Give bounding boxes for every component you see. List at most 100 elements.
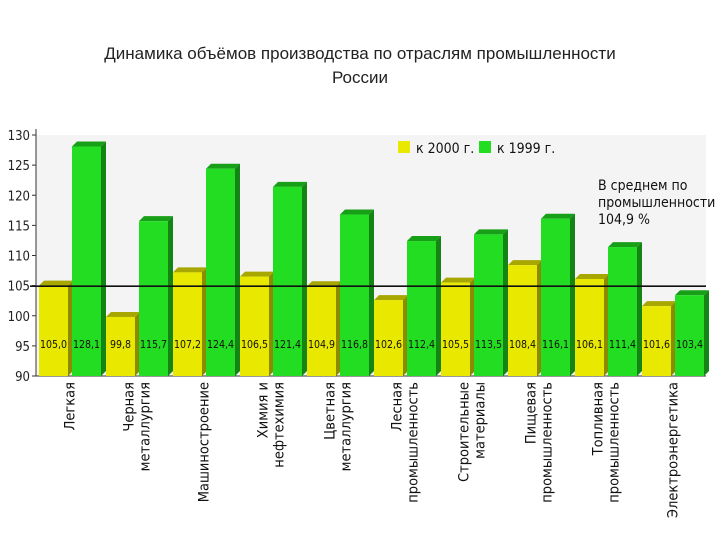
bar <box>508 265 537 376</box>
x-tick-label: Строительные <box>457 382 473 482</box>
data-label: 102,6 <box>375 339 402 351</box>
bar <box>642 306 671 376</box>
bar-side <box>570 213 575 376</box>
x-tick-label: Цветная <box>323 382 339 440</box>
bar-side <box>135 311 140 376</box>
bar-side <box>470 277 475 376</box>
data-label: 106,5 <box>241 339 268 351</box>
bar-side <box>68 280 73 376</box>
x-tick-label: Машиностроение <box>197 382 213 502</box>
x-tick-label: материалы <box>473 382 489 459</box>
bar <box>575 278 604 376</box>
bar-side <box>671 301 676 376</box>
data-label: 115,7 <box>140 339 167 351</box>
data-label: 99,8 <box>110 339 131 351</box>
bar <box>608 247 637 376</box>
x-tick-label: нефтехимия <box>272 382 288 468</box>
x-tick-label: Пищевая <box>524 382 540 444</box>
bar-top <box>340 209 374 215</box>
data-label: 106,1 <box>576 339 603 351</box>
bar <box>474 234 503 376</box>
bar-side <box>235 163 240 376</box>
y-tick-label: 115 <box>8 219 30 234</box>
bar-top <box>240 271 274 277</box>
bar-top <box>575 273 609 279</box>
x-tick-label: Лесная <box>390 382 406 431</box>
bar-top <box>273 181 307 187</box>
legend-label: к 1999 г. <box>497 141 555 157</box>
data-label: 113,5 <box>475 339 502 351</box>
y-tick-label: 105 <box>8 280 30 295</box>
legend-swatch <box>479 141 491 153</box>
bar <box>374 300 403 376</box>
bar-top <box>474 229 508 235</box>
data-label: 108,4 <box>509 339 536 351</box>
bar <box>139 221 168 376</box>
x-tick-label: металлургия <box>339 382 355 471</box>
data-label: 124,4 <box>207 339 234 351</box>
bar <box>407 241 436 376</box>
bar-top <box>675 290 709 296</box>
bar-top <box>72 141 106 147</box>
average-annotation: В среднем по <box>598 178 688 194</box>
chart-title: Динамика объёмов производства по отрасля… <box>0 42 720 90</box>
bar-top <box>508 260 542 266</box>
x-tick-label: промышленность <box>406 382 422 503</box>
bar-side <box>336 281 341 376</box>
bar <box>340 214 369 376</box>
bar-side <box>101 141 106 376</box>
bar <box>206 168 235 376</box>
bar-side <box>436 236 441 376</box>
bar-top <box>541 213 575 219</box>
data-label: 107,2 <box>174 339 201 351</box>
y-tick-label: 130 <box>8 129 30 144</box>
bar-top <box>307 281 341 287</box>
y-tick-label: 110 <box>8 250 30 265</box>
bar <box>441 282 470 376</box>
bar-side <box>704 290 709 376</box>
x-tick-label: Легкая <box>63 382 79 430</box>
bar <box>173 272 202 376</box>
bar-top <box>441 277 475 283</box>
legend-swatch <box>398 141 410 153</box>
data-label: 105,5 <box>442 339 469 351</box>
bar <box>273 186 302 376</box>
bar <box>541 218 570 376</box>
bar-top <box>139 216 173 222</box>
x-tick-label: Химия и <box>256 382 272 438</box>
average-annotation: 104,9 % <box>598 212 650 228</box>
data-label: 112,4 <box>408 339 435 351</box>
bar <box>106 316 135 376</box>
bar-side <box>202 267 207 376</box>
data-label: 128,1 <box>73 339 100 351</box>
y-tick-label: 100 <box>8 310 30 325</box>
y-tick-label: 90 <box>15 370 30 385</box>
bar-top <box>106 311 140 317</box>
y-tick-label: 95 <box>15 340 30 355</box>
bar-side <box>637 242 642 376</box>
bar <box>39 285 68 376</box>
chart-title-line-1: Динамика объёмов производства по отрасля… <box>104 44 616 63</box>
bar-side <box>604 273 609 376</box>
legend-label: к 2000 г. <box>416 141 474 157</box>
data-label: 105,0 <box>40 339 67 351</box>
data-label: 103,4 <box>676 339 703 351</box>
bar-side <box>269 271 274 376</box>
data-label: 101,6 <box>643 339 670 351</box>
x-tick-label: Черная <box>122 382 138 432</box>
data-label: 111,4 <box>609 339 636 351</box>
bar <box>675 295 704 376</box>
bar-top <box>642 301 676 307</box>
x-tick-label: металлургия <box>138 382 154 471</box>
bar-side <box>403 295 408 376</box>
bar-side <box>537 260 542 376</box>
bar-side <box>503 229 508 376</box>
bar <box>72 146 101 376</box>
chart-title-line-2: России <box>331 68 389 87</box>
bar-top <box>374 295 408 301</box>
data-label: 116,1 <box>542 339 569 351</box>
bar-top <box>608 242 642 248</box>
data-label: 121,4 <box>274 339 301 351</box>
bar-top <box>206 163 240 169</box>
